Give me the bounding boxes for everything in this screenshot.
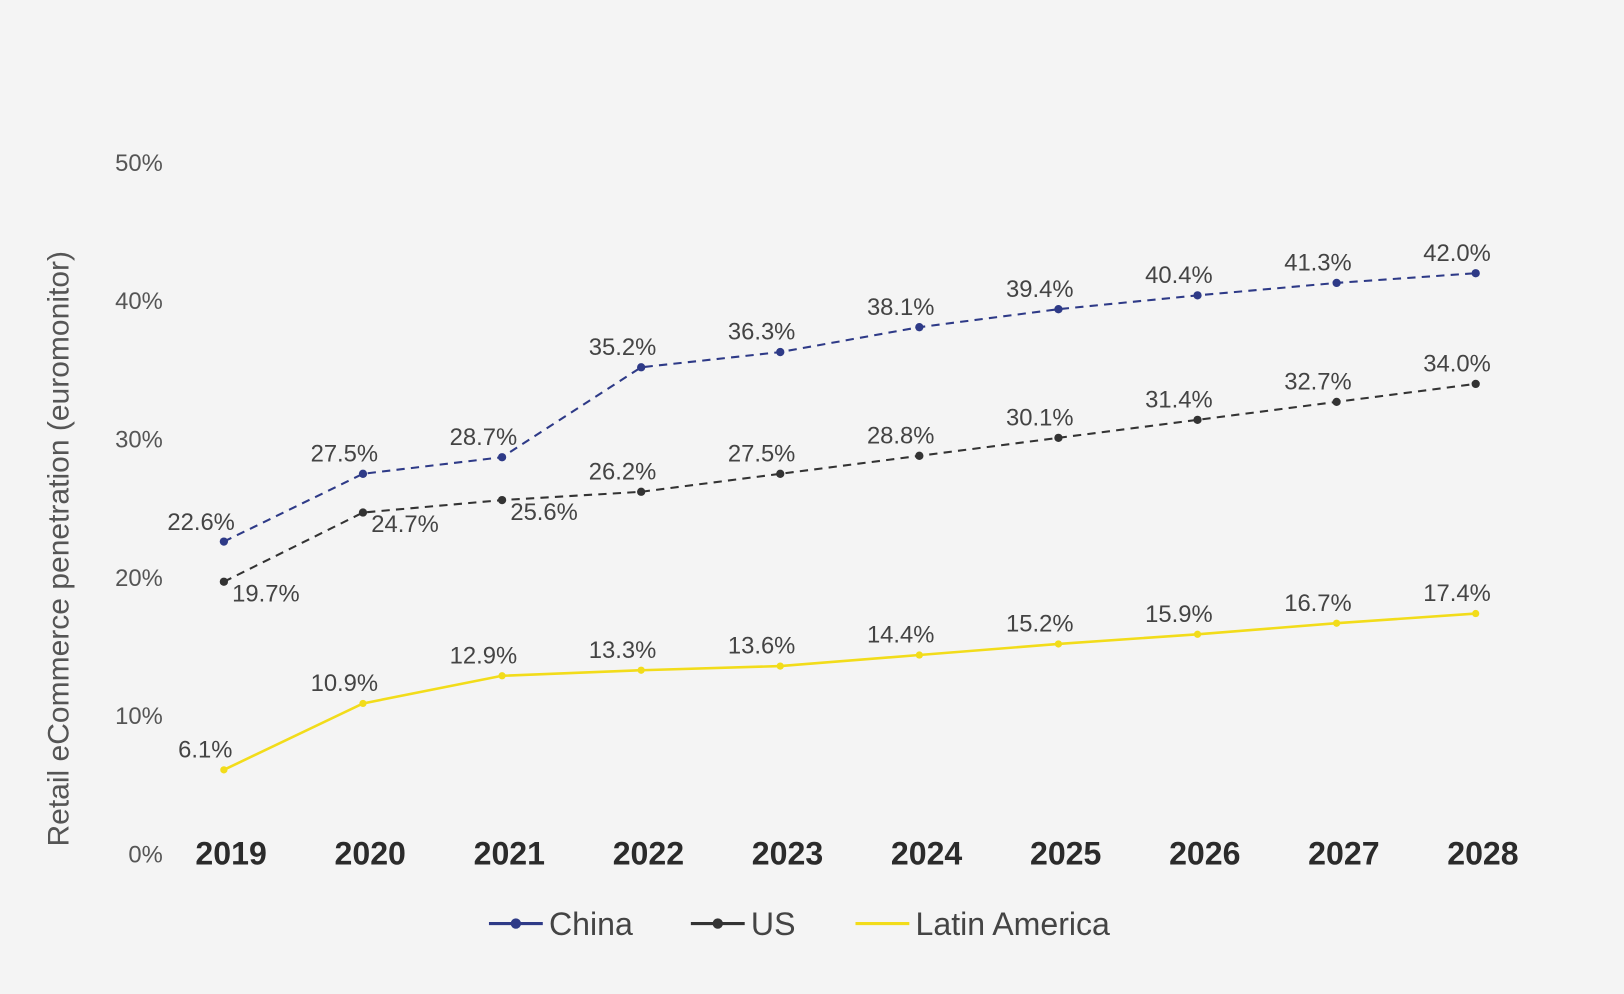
data-point: [219, 577, 229, 586]
legend-label: Latin America: [916, 906, 1111, 942]
data-point: [637, 487, 646, 496]
data-point: [358, 469, 368, 478]
x-tick-label: 2020: [335, 836, 406, 872]
data-label: 31.4%: [1145, 386, 1212, 413]
x-tick-label: 2019: [195, 836, 266, 872]
data-label: 40.4%: [1145, 262, 1212, 289]
data-label: 28.8%: [867, 422, 934, 449]
data-label: 12.9%: [450, 642, 517, 669]
data-point: [1471, 379, 1480, 389]
legend-item-china: China: [488, 906, 633, 942]
data-label: 27.5%: [311, 440, 378, 467]
data-label: 13.3%: [589, 637, 656, 664]
x-tick-label: 2022: [613, 836, 684, 872]
data-label: 38.1%: [867, 294, 934, 321]
data-point: [637, 363, 646, 372]
x-tick-label: 2024: [891, 836, 963, 872]
x-tick-label: 2026: [1169, 836, 1240, 872]
x-tick-label: 2023: [752, 836, 823, 872]
data-point: [637, 666, 645, 674]
x-tick-label: 2027: [1308, 836, 1379, 872]
legend-item-us: US: [690, 906, 796, 942]
legend-marker: [510, 918, 522, 929]
y-axis-label: Retail eCommerce penetration (euromonito…: [43, 251, 76, 847]
series-line-china: [223, 272, 1476, 543]
legend-label: China: [549, 906, 633, 942]
y-tick-label: 30%: [115, 427, 163, 454]
data-label: 15.9%: [1145, 601, 1212, 628]
data-point: [220, 766, 228, 774]
data-label: 25.6%: [510, 499, 577, 526]
data-point: [1054, 305, 1063, 314]
data-label: 24.7%: [371, 511, 438, 538]
y-tick-label: 20%: [115, 565, 163, 592]
data-label: 17.4%: [1423, 580, 1490, 607]
data-point: [1472, 609, 1480, 618]
data-label: 32.7%: [1284, 368, 1351, 395]
data-label: 41.3%: [1284, 249, 1351, 276]
legend-marker: [712, 918, 723, 929]
data-label: 15.2%: [1006, 611, 1073, 638]
data-label: 30.1%: [1006, 404, 1073, 431]
data-point: [358, 508, 368, 517]
data-label: 42.0%: [1423, 240, 1490, 267]
data-label: 26.2%: [589, 458, 656, 485]
data-point: [219, 537, 229, 546]
data-label: 39.4%: [1006, 276, 1073, 303]
data-label: 19.7%: [232, 580, 299, 607]
data-label: 16.7%: [1284, 590, 1351, 617]
data-point: [1193, 415, 1202, 424]
data-label: 28.7%: [450, 424, 517, 451]
data-point: [776, 347, 785, 357]
data-label: 35.2%: [589, 334, 656, 361]
data-point: [1471, 269, 1480, 278]
data-point: [1193, 630, 1202, 638]
data-point: [1193, 291, 1202, 300]
data-point: [915, 323, 924, 332]
data-label: 13.6%: [728, 633, 795, 660]
data-point: [915, 651, 923, 659]
data-point: [1054, 433, 1063, 442]
data-label: 10.9%: [311, 670, 378, 697]
legend-label: US: [751, 906, 796, 942]
data-label: 36.3%: [728, 319, 795, 346]
x-tick-label: 2025: [1030, 836, 1101, 872]
data-point: [497, 495, 507, 505]
data-label: 27.5%: [728, 440, 795, 467]
data-point: [497, 453, 507, 462]
data-point: [1332, 397, 1341, 407]
data-label: 14.4%: [867, 622, 934, 649]
y-tick-label: 10%: [115, 703, 163, 730]
data-label: 34.0%: [1423, 350, 1490, 377]
x-tick-label: 2028: [1447, 836, 1518, 872]
data-label: 6.1%: [178, 736, 232, 763]
data-point: [776, 469, 785, 478]
data-point: [1054, 640, 1063, 648]
data-point: [498, 672, 506, 680]
y-tick-label: 50%: [115, 150, 163, 177]
series-line-latin-america: [223, 612, 1476, 772]
y-tick-label: 0%: [128, 842, 162, 869]
data-label: 22.6%: [167, 509, 234, 536]
data-point: [359, 699, 367, 708]
legend-item-latin-america: Latin America: [855, 906, 1110, 942]
data-point: [776, 662, 784, 670]
y-tick-label: 40%: [115, 288, 163, 315]
series-line-us: [223, 382, 1476, 583]
x-tick-label: 2021: [474, 836, 545, 872]
data-point: [1332, 619, 1341, 627]
data-point: [1332, 278, 1341, 288]
data-point: [915, 451, 924, 460]
